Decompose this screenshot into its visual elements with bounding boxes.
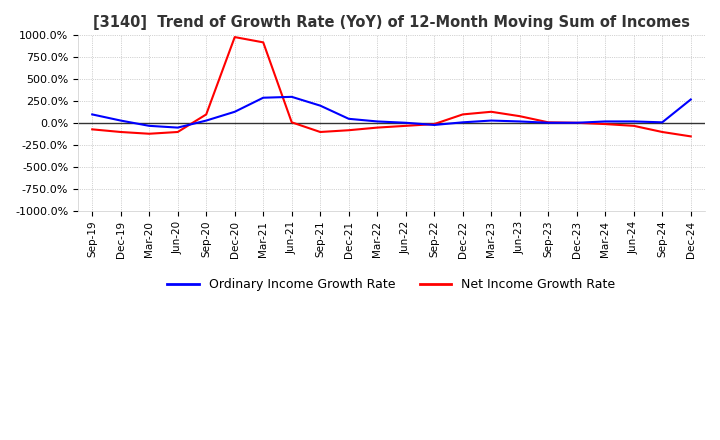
Net Income Growth Rate (430, 121, 438, 127)
Net Income Growth Rate (88, 127, 96, 132)
Net Income Growth Rate (459, 112, 467, 117)
Net Income Growth Rate (344, 128, 353, 133)
Ordinary Income Growth Rate (316, 103, 325, 108)
Ordinary Income Growth Rate (459, 120, 467, 125)
Ordinary Income Growth Rate (402, 120, 410, 125)
Net Income Growth Rate (572, 120, 581, 125)
Net Income Growth Rate (117, 129, 125, 135)
Net Income Growth Rate (601, 121, 610, 127)
Net Income Growth Rate (316, 129, 325, 135)
Ordinary Income Growth Rate (88, 112, 96, 117)
Ordinary Income Growth Rate (430, 122, 438, 128)
Ordinary Income Growth Rate (344, 116, 353, 121)
Ordinary Income Growth Rate (202, 118, 210, 123)
Ordinary Income Growth Rate (487, 118, 495, 123)
Net Income Growth Rate (629, 123, 638, 128)
Line: Net Income Growth Rate: Net Income Growth Rate (92, 37, 690, 136)
Net Income Growth Rate (145, 131, 153, 136)
Ordinary Income Growth Rate (117, 118, 125, 123)
Ordinary Income Growth Rate (516, 119, 524, 124)
Net Income Growth Rate (174, 129, 182, 135)
Net Income Growth Rate (516, 114, 524, 119)
Net Income Growth Rate (402, 123, 410, 128)
Ordinary Income Growth Rate (145, 123, 153, 128)
Ordinary Income Growth Rate (373, 119, 382, 124)
Ordinary Income Growth Rate (572, 120, 581, 125)
Title: [3140]  Trend of Growth Rate (YoY) of 12-Month Moving Sum of Incomes: [3140] Trend of Growth Rate (YoY) of 12-… (93, 15, 690, 30)
Legend: Ordinary Income Growth Rate, Net Income Growth Rate: Ordinary Income Growth Rate, Net Income … (163, 273, 621, 296)
Net Income Growth Rate (230, 34, 239, 40)
Net Income Growth Rate (487, 109, 495, 114)
Ordinary Income Growth Rate (544, 120, 552, 125)
Ordinary Income Growth Rate (174, 125, 182, 130)
Net Income Growth Rate (259, 40, 268, 45)
Ordinary Income Growth Rate (287, 94, 296, 99)
Ordinary Income Growth Rate (601, 119, 610, 124)
Line: Ordinary Income Growth Rate: Ordinary Income Growth Rate (92, 97, 690, 128)
Ordinary Income Growth Rate (629, 119, 638, 124)
Ordinary Income Growth Rate (686, 97, 695, 102)
Net Income Growth Rate (544, 120, 552, 125)
Net Income Growth Rate (202, 112, 210, 117)
Ordinary Income Growth Rate (230, 109, 239, 114)
Net Income Growth Rate (373, 125, 382, 130)
Net Income Growth Rate (658, 129, 667, 135)
Net Income Growth Rate (686, 134, 695, 139)
Ordinary Income Growth Rate (259, 95, 268, 100)
Ordinary Income Growth Rate (658, 120, 667, 125)
Net Income Growth Rate (287, 120, 296, 125)
